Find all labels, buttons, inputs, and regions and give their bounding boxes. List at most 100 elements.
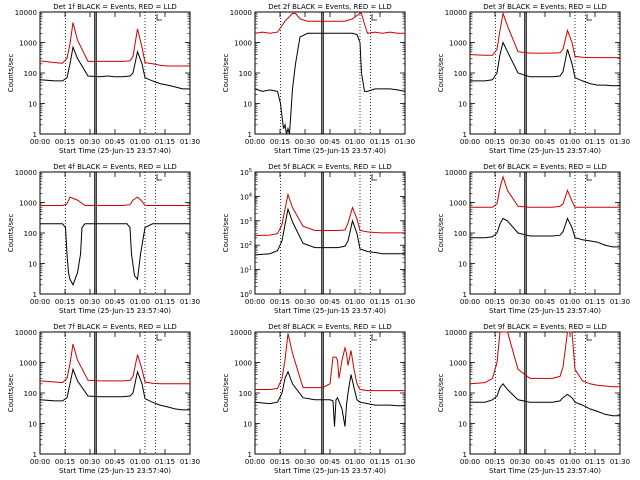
p1-xtick-label: 00:00: [30, 138, 50, 146]
p3-ytick-label: 1: [463, 131, 467, 139]
p8-ytick-label: 100: [239, 390, 252, 398]
p3-xtick-label: 01:15: [585, 138, 605, 146]
p9-ytick-label: 10: [458, 421, 467, 429]
p6-title: Det 6f BLACK = Events, RED = LLD: [483, 163, 606, 171]
p9-ytick-label: 100: [454, 390, 467, 398]
p2-ylabel: Counts/sec: [222, 54, 230, 93]
p1-xlabel: Start Time (25-Jun-15 23:57:40): [59, 147, 171, 155]
p8-title: Det 8f BLACK = Events, RED = LLD: [268, 323, 391, 331]
p5-xlabel: Start Time (25-Jun-15 23:57:40): [274, 307, 386, 315]
p3-axes-frame: [469, 11, 621, 135]
p7-xtick-label: 00:45: [105, 458, 125, 466]
p6-xtick-label: 00:00: [460, 298, 480, 306]
p9-axes-frame: [469, 331, 621, 455]
p2-bracket-mark: [371, 14, 377, 21]
p9-series-events: [470, 382, 620, 417]
p1-ytick-label: 10000: [15, 9, 37, 17]
p4-xlabel: Start Time (25-Jun-15 23:57:40): [59, 307, 171, 315]
p1-ytick-label: 100: [24, 70, 37, 78]
p2-ytick-label: 1000: [234, 40, 252, 48]
p1-axes-frame: [39, 11, 191, 135]
p5-title: Det 5f BLACK = Events, RED = LLD: [268, 163, 391, 171]
p3-ytick-label: 1000: [449, 40, 467, 48]
p3-xtick-label: 00:30: [510, 138, 530, 146]
p6-xtick-label: 00:15: [485, 298, 505, 306]
p1-xtick-label: 00:15: [55, 138, 75, 146]
p3-xtick-label: 00:45: [535, 138, 555, 146]
p5-series-events: [254, 207, 405, 256]
p3-xtick-label: 00:00: [460, 138, 480, 146]
p4-xtick-label: 00:45: [105, 298, 125, 306]
p9-xtick-label: 00:30: [510, 458, 530, 466]
p3-ylabel: Counts/sec: [437, 54, 445, 93]
p6-bracket-mark: [586, 174, 592, 181]
p3-bracket-mark: [586, 14, 592, 21]
p6-axes-frame: [469, 171, 621, 295]
p5-xtick-label: 00:00: [245, 298, 265, 306]
p8-xtick-label: 01:30: [395, 458, 415, 466]
p3-xtick-label: 01:30: [610, 138, 630, 146]
p8-bracket-mark: [371, 334, 377, 341]
p2-xtick-label: 01:15: [370, 138, 390, 146]
p5-xtick-label: 00:15: [270, 298, 290, 306]
p6-xlabel: Start Time (25-Jun-15 23:57:40): [489, 307, 601, 315]
p3-title: Det 3f BLACK = Events, RED = LLD: [483, 3, 606, 11]
p9-bracket-mark: [586, 334, 592, 341]
p8-ytick-label: 1000: [234, 360, 252, 368]
p1-xtick-label: 00:30: [80, 138, 100, 146]
p8-series-events: [254, 370, 405, 427]
p9-series-lld: [469, 331, 620, 388]
p7-xtick-label: 01:15: [155, 458, 175, 466]
p2-ytick-label: 1: [248, 131, 252, 139]
p8-xtick-label: 00:45: [320, 458, 340, 466]
p1-series-lld: [39, 22, 190, 67]
p6-series-lld: [470, 174, 620, 208]
p7-xtick-label: 01:00: [130, 458, 150, 466]
p9-xtick-label: 00:45: [535, 458, 555, 466]
p4-title: Det 4f BLACK = Events, RED = LLD: [53, 163, 176, 171]
p4-ylabel: Counts/sec: [7, 214, 15, 253]
p1-ytick-label: 1000: [19, 40, 37, 48]
p9-xtick-label: 01:30: [610, 458, 630, 466]
p1-xtick-label: 01:00: [130, 138, 150, 146]
p7-xtick-label: 00:30: [80, 458, 100, 466]
p2-series-lld: [254, 12, 405, 34]
p8-series-lld: [255, 333, 405, 392]
p7-ytick-label: 1: [33, 451, 37, 459]
p3-xlabel: Start Time (25-Jun-15 23:57:40): [489, 147, 601, 155]
p4-ytick-label: 10000: [15, 169, 37, 177]
p2-xtick-label: 00:15: [270, 138, 290, 146]
p1-ylabel: Counts/sec: [7, 54, 15, 93]
p2-ytick-label: 10000: [230, 9, 252, 17]
p4-series-lld: [40, 196, 190, 206]
p4-ytick-label: 100: [24, 230, 37, 238]
p6-xtick-label: 01:00: [560, 298, 580, 306]
p6-ytick-label: 1: [463, 291, 467, 299]
p5-xtick-label: 01:00: [345, 298, 365, 306]
p3-xtick-label: 00:15: [485, 138, 505, 146]
p8-ylabel: Counts/sec: [222, 374, 230, 413]
p8-xlabel: Start Time (25-Jun-15 23:57:40): [274, 467, 386, 475]
p8-axes-frame: [254, 331, 406, 455]
p6-series-events: [470, 217, 620, 248]
p1-xtick-label: 00:45: [105, 138, 125, 146]
p8-xtick-label: 01:00: [345, 458, 365, 466]
p9-title: Det 9f BLACK = Events, RED = LLD: [483, 323, 606, 331]
p9-ytick-label: 1000: [449, 360, 467, 368]
p7-xlabel: Start Time (25-Jun-15 23:57:40): [59, 467, 171, 475]
p3-ytick-label: 10: [458, 101, 467, 109]
p3-ytick-label: 10000: [445, 9, 467, 17]
p2-title: Det 2f BLACK = Events, RED = LLD: [268, 3, 391, 11]
p1-xtick-label: 01:30: [180, 138, 200, 146]
p2-ytick-label: 100: [239, 70, 252, 78]
p7-series-events: [39, 367, 190, 411]
p5-ytick-label: 102: [240, 241, 252, 250]
p5-ytick-label: 105: [240, 168, 252, 177]
p2-series-events: [254, 32, 406, 135]
p9-ytick-label: 1: [463, 451, 467, 459]
p9-xtick-label: 01:00: [560, 458, 580, 466]
p2-axes-frame: [254, 11, 406, 135]
p2-xtick-label: 01:00: [345, 138, 365, 146]
p5-ytick-label: 100: [240, 290, 252, 299]
p7-ytick-label: 10000: [15, 329, 37, 337]
